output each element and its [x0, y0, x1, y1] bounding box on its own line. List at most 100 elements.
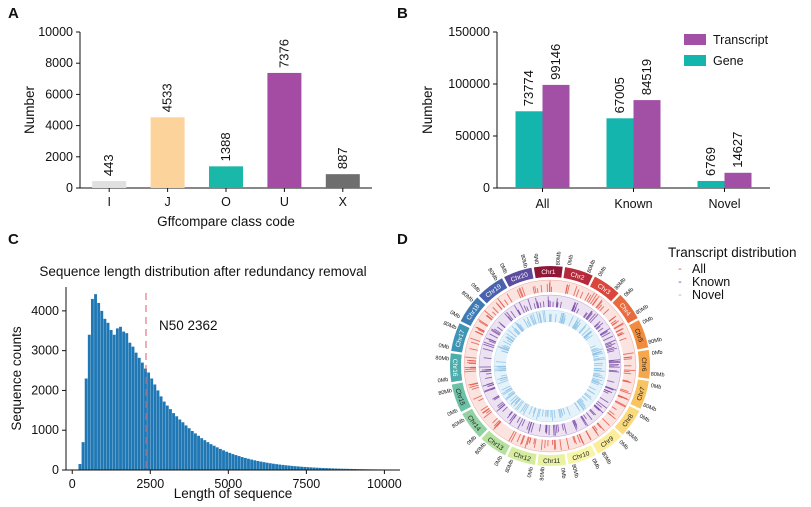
- d-coordinate-label: 0Mb: [652, 350, 663, 357]
- d-track-mark: [575, 289, 580, 297]
- d-track-mark: [520, 402, 527, 413]
- b-bar-gene: [697, 180, 725, 188]
- d-track-mark: [577, 399, 587, 410]
- c-hist-bar: [309, 467, 313, 470]
- d-track-mark: [539, 302, 542, 308]
- c-hist-bar: [278, 464, 282, 470]
- d-track-mark: [493, 328, 502, 334]
- d-track-mark: [572, 317, 579, 329]
- d-track-mark: [502, 406, 508, 412]
- d-track-mark: [469, 382, 479, 386]
- c-hist-bar: [203, 440, 207, 470]
- c-hist-bar: [265, 462, 269, 470]
- c-hist-bar: [200, 438, 204, 470]
- d-track-mark: [590, 347, 597, 351]
- d-track-mark: [504, 313, 512, 322]
- d-track-mark: [471, 386, 480, 390]
- d-chromosome-band: [460, 297, 486, 327]
- d-track-mark: [576, 400, 585, 410]
- d-track-mark: [593, 369, 601, 372]
- c-hist-bar: [281, 464, 285, 470]
- d-coordinate-label: 80Mb: [519, 254, 528, 269]
- c-hist-bar: [153, 384, 157, 470]
- c-hist-bar: [328, 468, 332, 470]
- c-hist-bar: [87, 334, 91, 470]
- c-hist-bar: [140, 362, 144, 470]
- d-chromosome-band: [451, 323, 470, 353]
- d-track-mark: [530, 314, 536, 325]
- d-track-mark: [584, 292, 590, 301]
- chart-a: 0 2000 4000 6000 8000 10000 I 443 J 4533 O 1388 U 737…: [22, 25, 372, 229]
- d-chromosome-band: [566, 445, 596, 465]
- d-track-mark: [591, 298, 598, 306]
- c-y-tick-label: 1000: [31, 423, 59, 437]
- d-track-mark: [591, 347, 600, 352]
- d-track-mark: [579, 291, 584, 299]
- d-track-mark: [592, 352, 604, 357]
- d-track-mark: [480, 370, 492, 373]
- d-track-mark: [583, 330, 592, 338]
- d-coordinate-label: 0Mb: [623, 287, 635, 299]
- d-track-mark: [527, 298, 532, 311]
- d-track-mark: [506, 311, 514, 321]
- d-track-mark: [595, 299, 603, 309]
- d-track-mark: [578, 433, 585, 445]
- c-hist-bar: [197, 435, 200, 470]
- d-coordinate-label: 0Mb: [559, 468, 566, 479]
- a-data-label: 443: [101, 154, 116, 176]
- d-track-mark: [585, 311, 593, 320]
- d-track-mark: [562, 318, 566, 325]
- d-chromosome-band: [478, 278, 508, 304]
- b-data-label: 67005: [612, 77, 627, 113]
- d-chromosome-band: [537, 453, 567, 466]
- d-coordinate-label: 80Mb: [451, 417, 466, 429]
- d-track-mark: [519, 287, 524, 298]
- b-y-axis-label: Number: [420, 85, 435, 134]
- d-track-mark: [533, 303, 536, 309]
- d-track-mark: [535, 297, 539, 309]
- d-track-mark: [526, 436, 530, 445]
- d-track-mark: [560, 408, 564, 417]
- c-hist-bar: [290, 465, 294, 470]
- c-hist-bar: [84, 378, 88, 470]
- d-track-mark: [573, 285, 578, 297]
- d-track-mark: [485, 315, 493, 321]
- d-coordinate-label: 0Mb: [449, 310, 461, 320]
- d-track-mark: [601, 332, 611, 338]
- d-coordinate-label: 0Mb: [598, 266, 608, 278]
- d-track-mark: [544, 409, 547, 418]
- d-track-mark: [617, 395, 629, 401]
- c-hist-bar: [193, 433, 197, 470]
- c-hist-bar: [243, 457, 247, 470]
- c-hist-bar: [218, 448, 222, 470]
- d-track-mark: [517, 418, 524, 429]
- d-coordinate-label: 80Mb: [648, 337, 663, 346]
- d-track-mark: [504, 299, 509, 306]
- a-data-label: 887: [335, 147, 350, 169]
- b-data-label: 84519: [639, 59, 654, 95]
- d-chromosome-band: [462, 408, 488, 438]
- d-track-mark: [486, 314, 493, 320]
- d-chromosome-band: [507, 446, 537, 465]
- c-hist-bar: [162, 401, 166, 470]
- d-track-mark: [513, 414, 517, 419]
- d-track-mark: [586, 389, 596, 395]
- d-track-mark: [495, 302, 503, 310]
- d-track-mark: [467, 359, 477, 362]
- d-track-mark: [501, 345, 510, 350]
- d-track-mark: [483, 343, 495, 349]
- d-track-mark: [505, 392, 516, 401]
- d-coordinate-label: 80Mb: [556, 251, 563, 265]
- d-track-mark: [536, 311, 540, 324]
- d-track-mark: [613, 322, 624, 329]
- b-y-tick-label: 100000: [448, 77, 490, 91]
- chart-b: 0 50000 100000 150000 73774 99146 All 67005 8451…: [420, 25, 770, 211]
- d-track-mark: [486, 409, 491, 414]
- d-chromosome-band: [589, 276, 619, 302]
- c-title: Sequence length distribution after redun…: [39, 264, 366, 279]
- d-track-border: [463, 279, 637, 453]
- a-x-tick-label: O: [221, 195, 231, 209]
- d-coordinate-label: 0Mb: [527, 466, 535, 478]
- d-track-mark: [553, 409, 556, 419]
- d-track-mark: [507, 411, 514, 419]
